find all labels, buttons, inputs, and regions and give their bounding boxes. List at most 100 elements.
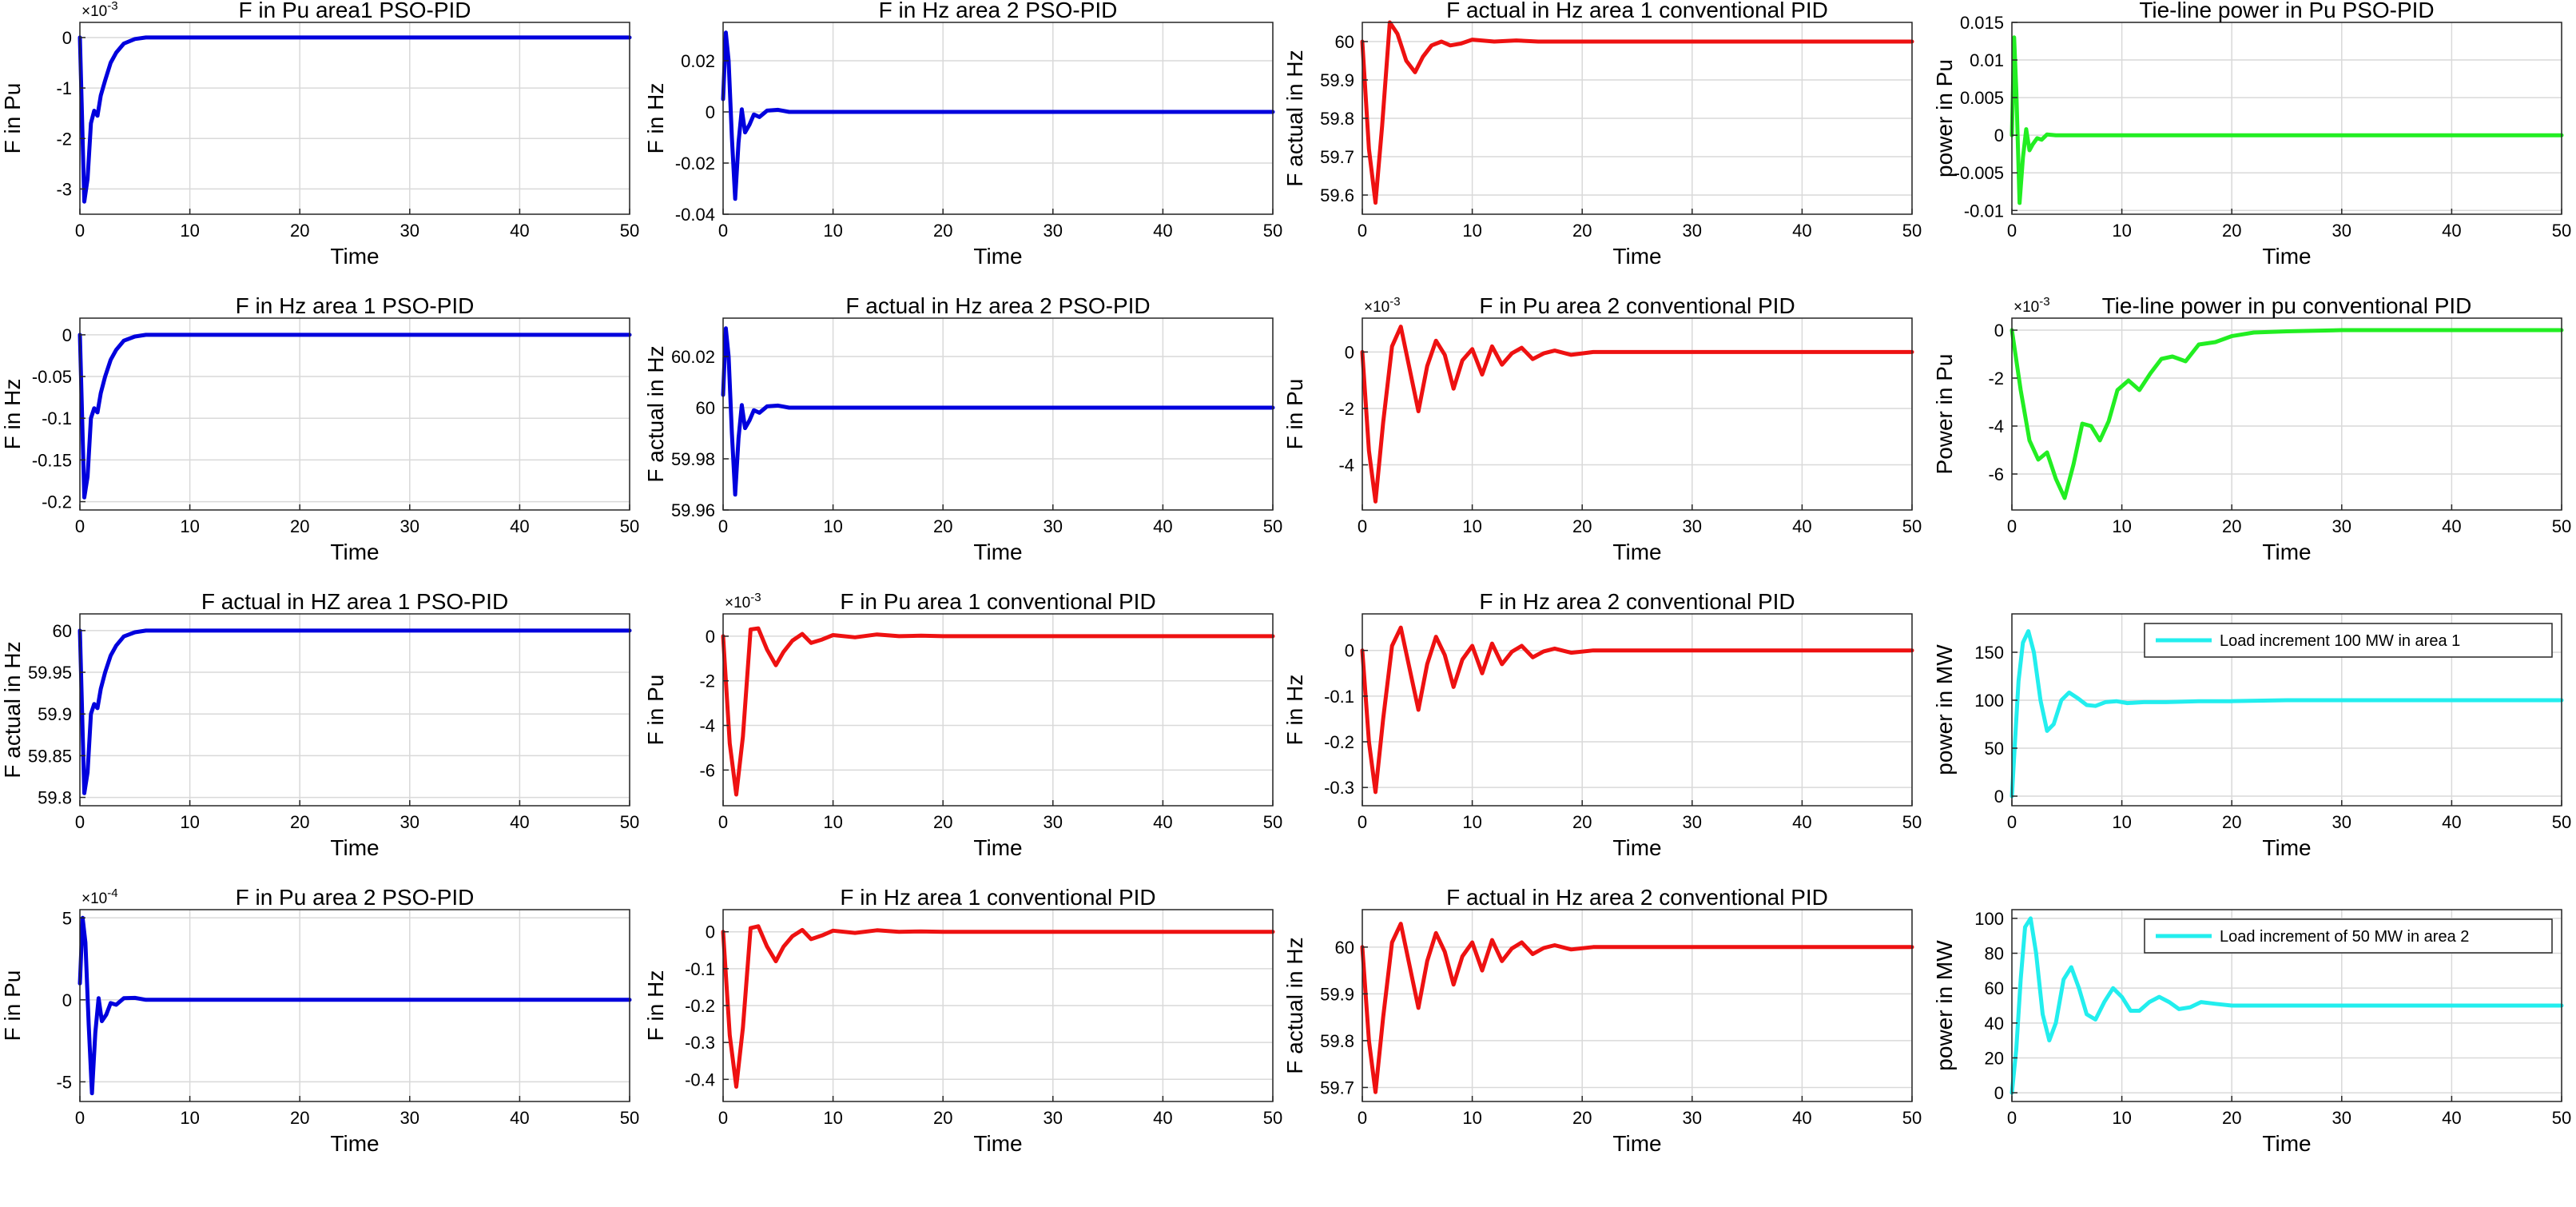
series-line (1360, 325, 1914, 504)
x-tick-label: 50 (1263, 1108, 1282, 1128)
plot-area (80, 22, 630, 214)
y-tick-label: 59.8 (1320, 1031, 1354, 1051)
x-tick-label: 50 (2552, 1108, 2571, 1128)
y-tick-label: -2 (56, 129, 72, 149)
y-tick-label: 59.7 (1320, 1078, 1354, 1097)
x-tick-label: 40 (1153, 1108, 1172, 1128)
y-tick-label: 0 (1345, 641, 1354, 661)
x-axis-label: Time (973, 1131, 1022, 1156)
x-axis-label: Time (973, 244, 1022, 269)
series-line (2010, 328, 2564, 500)
y-tick-label: 59.96 (671, 500, 715, 520)
x-tick-label: 0 (2007, 221, 2017, 241)
series-line (721, 30, 1275, 201)
y-tick-label: 59.98 (671, 449, 715, 469)
axes-box (1362, 317, 1913, 511)
x-tick-label: 30 (2332, 516, 2351, 536)
x-tick-label: 30 (400, 516, 419, 536)
y-tick-label: -0.2 (1324, 732, 1354, 752)
y-tick-label: -2 (699, 671, 715, 691)
x-tick-label: 40 (1792, 1108, 1811, 1128)
x-tick-label: 0 (718, 516, 728, 536)
chart-16: 0 10 20 30 40 50 0 20 40 60 80 100 Time power in MW Lo… (1932, 909, 2571, 1156)
x-tick-label: 30 (1044, 516, 1063, 536)
x-tick-label: 50 (620, 812, 639, 832)
y-tick-label: -1 (56, 78, 72, 98)
x-tick-label: 10 (1462, 516, 1481, 536)
series-line (1360, 20, 1914, 205)
y-tick-label: -0.1 (42, 408, 72, 428)
y-tick-label: -2 (1988, 368, 2004, 388)
x-tick-label: 20 (2222, 221, 2241, 241)
x-tick-label: 40 (1153, 812, 1172, 832)
x-tick-label: 50 (1902, 516, 1922, 536)
x-tick-label: 10 (2112, 1108, 2131, 1128)
plot-area (723, 614, 1273, 806)
y-tick-label: -6 (699, 760, 715, 780)
x-axis-label: Time (973, 540, 1022, 564)
x-axis-label: Time (973, 835, 1022, 860)
series-line (78, 628, 632, 795)
axes-box (79, 317, 630, 511)
axes-box (722, 22, 1274, 215)
x-axis-label: Time (330, 244, 379, 269)
x-tick-label: 40 (2442, 221, 2461, 241)
y-axis-label: power in MW (1932, 644, 1957, 775)
x-tick-label: 0 (1358, 1108, 1367, 1128)
y-tick-label: 59.9 (1320, 70, 1354, 90)
y-tick-label: 0 (1345, 342, 1354, 362)
x-tick-label: 50 (620, 516, 639, 536)
chart-9: 0 10 20 30 40 50 59.8 59.85 59.9 59.95 60 F actual … (0, 589, 639, 860)
axis-exponent: ×10-3 (81, 0, 118, 20)
axes-box (2011, 317, 2562, 511)
axis-exponent: ×10-3 (725, 591, 761, 611)
y-tick-label: -0.1 (1324, 687, 1354, 707)
y-axis-label: Power in Pu (1932, 354, 1957, 475)
x-tick-label: 0 (2007, 1108, 2017, 1128)
x-tick-label: 20 (933, 812, 952, 832)
x-tick-label: 30 (2332, 812, 2351, 832)
series-line (1360, 922, 1914, 1094)
y-axis-label: power in MW (1932, 940, 1957, 1071)
x-tick-label: 10 (180, 516, 199, 536)
plot-area (723, 318, 1273, 510)
y-tick-label: 59.9 (1320, 984, 1354, 1004)
x-tick-label: 30 (400, 221, 419, 241)
axes-box (1362, 909, 1913, 1102)
plot-area (80, 910, 630, 1101)
y-tick-label: -4 (1338, 456, 1354, 476)
legend-box (2144, 623, 2553, 658)
y-tick-label: 60.02 (671, 347, 715, 367)
y-tick-label: 0.005 (1960, 88, 2004, 108)
y-tick-label: 0 (1994, 321, 2004, 341)
x-tick-label: 20 (290, 221, 309, 241)
x-tick-label: 10 (823, 221, 842, 241)
chart-10: 0 10 20 30 40 50 -6 -4 -2 0 F in Pu area 1 convent… (643, 589, 1282, 860)
y-tick-label: 60 (53, 621, 72, 641)
x-tick-label: 20 (290, 812, 309, 832)
axis-exponent: ×10-3 (2013, 295, 2050, 316)
x-tick-label: 20 (933, 516, 952, 536)
x-tick-label: 50 (1902, 812, 1922, 832)
y-tick-label: 60 (1335, 938, 1354, 958)
axis-exponent: ×10-4 (81, 886, 118, 907)
x-axis-label: Time (330, 835, 379, 860)
y-axis-label: F in Pu (643, 675, 668, 746)
chart-title: Tie-line power in Pu PSO-PID (2139, 0, 2434, 22)
y-tick-label: -0.005 (1954, 163, 2004, 183)
x-tick-label: 40 (2442, 516, 2461, 536)
chart-title: F in Hz area 2 PSO-PID (879, 0, 1118, 22)
x-axis-label: Time (2262, 540, 2311, 564)
y-tick-label: -0.2 (685, 996, 715, 1016)
y-tick-label: -0.05 (32, 367, 72, 387)
y-tick-label: 0 (1994, 125, 2004, 145)
axes-box (722, 613, 1274, 807)
x-axis-label: Time (1612, 835, 1661, 860)
y-tick-label: -4 (699, 716, 715, 736)
y-axis-label: F actual in Hz (0, 641, 25, 778)
y-tick-label: 59.95 (28, 663, 72, 683)
x-tick-label: 10 (1462, 1108, 1481, 1128)
x-tick-label: 0 (75, 1108, 85, 1128)
x-tick-label: 20 (2222, 812, 2241, 832)
